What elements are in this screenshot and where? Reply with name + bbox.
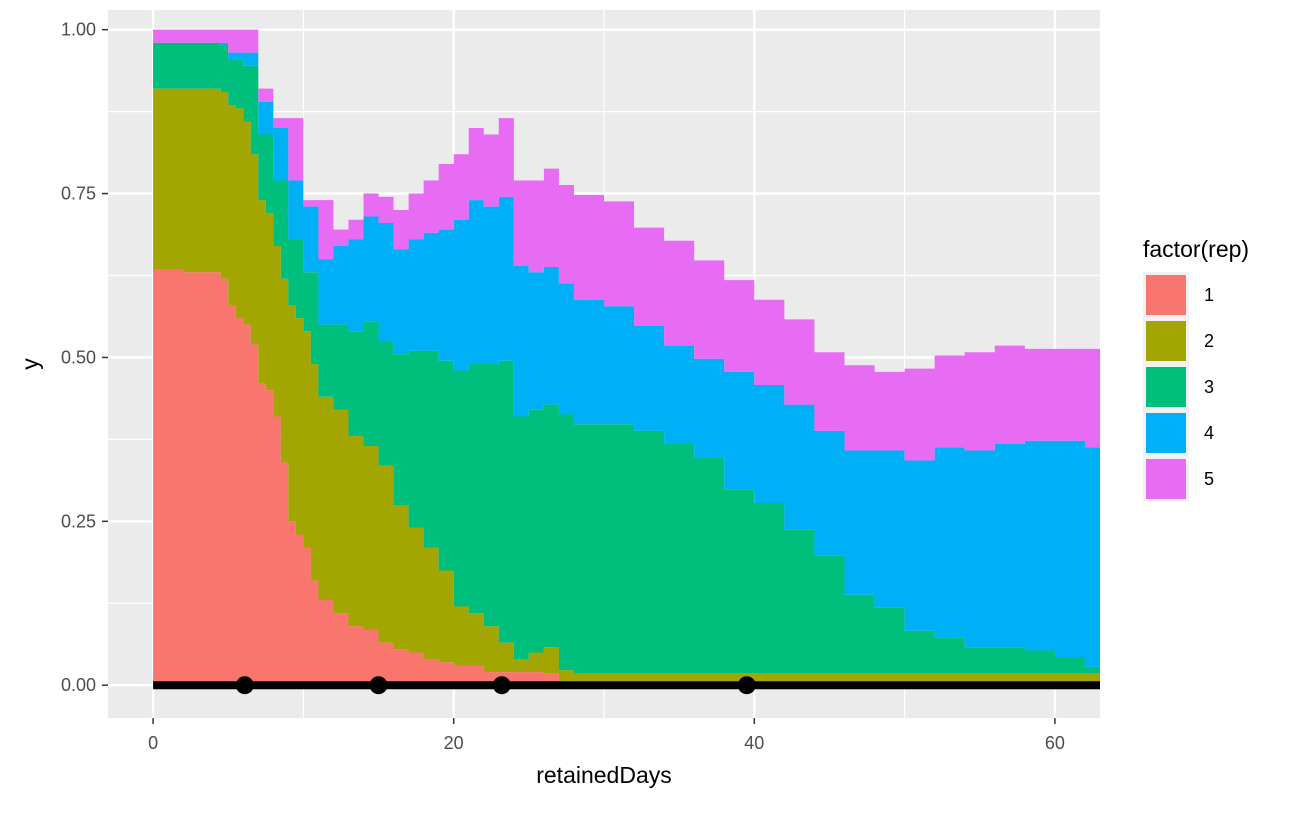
legend-label-5: 5 [1204,469,1214,489]
legend-key-2 [1146,321,1186,361]
data-point [737,676,756,695]
legend-key-3 [1146,367,1186,407]
data-point [369,676,388,695]
legend-key-5 [1146,459,1186,499]
legend-label-1: 1 [1204,285,1214,305]
y-tick-label: 1.00 [61,20,96,40]
legend-label-3: 3 [1204,377,1214,397]
x-tick-label: 60 [1045,733,1065,753]
area-series-3 [153,42,1100,674]
y-tick-label: 0.25 [61,511,96,531]
x-axis-title: retainedDays [536,762,672,788]
area-series-1 [153,268,1100,686]
legend: factor(rep) 1 2 3 4 5 [1143,236,1249,502]
data-point [492,676,511,695]
y-tick-label: 0.00 [61,675,96,695]
area-series-5 [153,29,1100,461]
y-axis-ticks: 0.00 0.25 0.50 0.75 1.00 [61,20,108,695]
legend-key-4 [1146,413,1186,453]
y-axis-title: y [17,358,43,370]
y-tick-label: 0.75 [61,184,96,204]
x-tick-label: 0 [148,733,158,753]
x-tick-label: 40 [744,733,764,753]
y-tick-label: 0.50 [61,347,96,367]
legend-key-1 [1146,275,1186,315]
stacked-areas [153,29,1100,686]
legend-label-2: 2 [1204,331,1214,351]
legend-title: factor(rep) [1143,236,1249,262]
area-series-2 [153,88,1100,684]
x-tick-label: 20 [444,733,464,753]
data-point [235,676,254,695]
points-layer [235,676,756,695]
area-series-4 [153,42,1100,667]
x-axis-ticks: 0 20 40 60 [148,718,1065,753]
legend-label-4: 4 [1204,423,1214,443]
